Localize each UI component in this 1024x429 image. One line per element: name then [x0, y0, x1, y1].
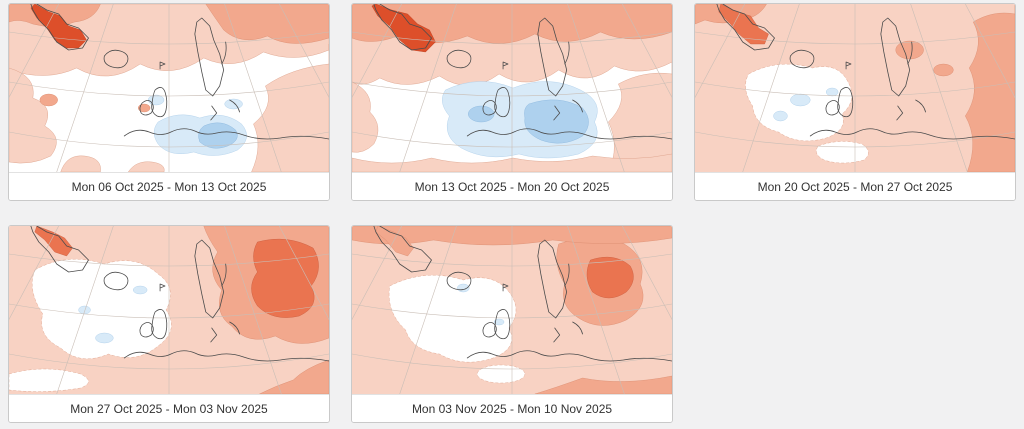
anomaly-map	[352, 226, 672, 394]
date-range-caption: Mon 13 Oct 2025 - Mon 20 Oct 2025	[352, 172, 672, 200]
forecast-card[interactable]: Mon 03 Nov 2025 - Mon 10 Nov 2025	[351, 225, 673, 423]
forecast-card[interactable]: Mon 27 Oct 2025 - Mon 03 Nov 2025	[8, 225, 330, 423]
forecast-card[interactable]: Mon 06 Oct 2025 - Mon 13 Oct 2025	[8, 3, 330, 201]
date-range-caption: Mon 03 Nov 2025 - Mon 10 Nov 2025	[352, 394, 672, 422]
date-range-caption: Mon 06 Oct 2025 - Mon 13 Oct 2025	[9, 172, 329, 200]
anomaly-map	[352, 4, 672, 172]
forecast-card[interactable]: Mon 20 Oct 2025 - Mon 27 Oct 2025	[694, 3, 1016, 201]
date-range-caption: Mon 27 Oct 2025 - Mon 03 Nov 2025	[9, 394, 329, 422]
anomaly-map	[9, 226, 329, 394]
anomaly-map	[695, 4, 1015, 172]
date-range-caption: Mon 20 Oct 2025 - Mon 27 Oct 2025	[695, 172, 1015, 200]
forecast-card[interactable]: Mon 13 Oct 2025 - Mon 20 Oct 2025	[351, 3, 673, 201]
anomaly-map	[9, 4, 329, 172]
